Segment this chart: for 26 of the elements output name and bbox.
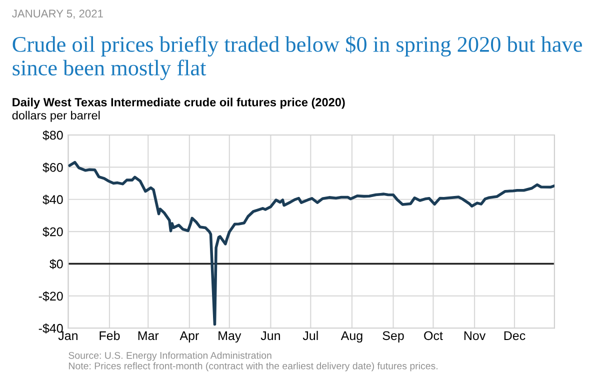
y-tick-label: $20 (42, 226, 63, 237)
x-tick-label: Feb (100, 330, 120, 340)
chart-title: Crude oil prices briefly traded below $0 in spring 2020 but have since been mostly flat (12, 36, 582, 80)
x-tick-label: Jun (260, 331, 280, 340)
x-tick-label: Mar (138, 331, 159, 340)
x-tick-label: May (218, 331, 242, 343)
text: JANUARY 5, 2021 (12, 10, 103, 19)
x-tick-label: Aug (340, 331, 362, 343)
x-tick-label: Sep (382, 331, 404, 343)
chart-subtitle: Daily West Texas Intermediate crude oil futures price (2020) (12, 98, 345, 109)
y-tick-label: -$40 (38, 323, 63, 334)
y-tick-label: -$20 (38, 291, 63, 302)
x-tick-label: Jul (302, 330, 318, 340)
x-tick-label: Dec (504, 331, 526, 340)
x-tick-label: Jan (58, 331, 78, 340)
y-tick-label: $60 (42, 162, 63, 173)
y-tick-label: $40 (42, 194, 63, 205)
y-tick-label: $0 (50, 259, 63, 270)
x-tick-label: Oct (424, 331, 443, 340)
source-note: Source: U.S. Energy Information Administration (68, 352, 272, 361)
x-tick-label: Apr (180, 331, 199, 343)
y-axis-title: dollars per barrel (12, 110, 100, 122)
text: Note: Prices reflect front-month (contract with the earliest delivery date) futures prices. (68, 362, 438, 372)
line-series (68, 160, 554, 326)
y-tick-label: $80 (42, 130, 63, 140)
x-tick-label: Nov (464, 331, 486, 340)
